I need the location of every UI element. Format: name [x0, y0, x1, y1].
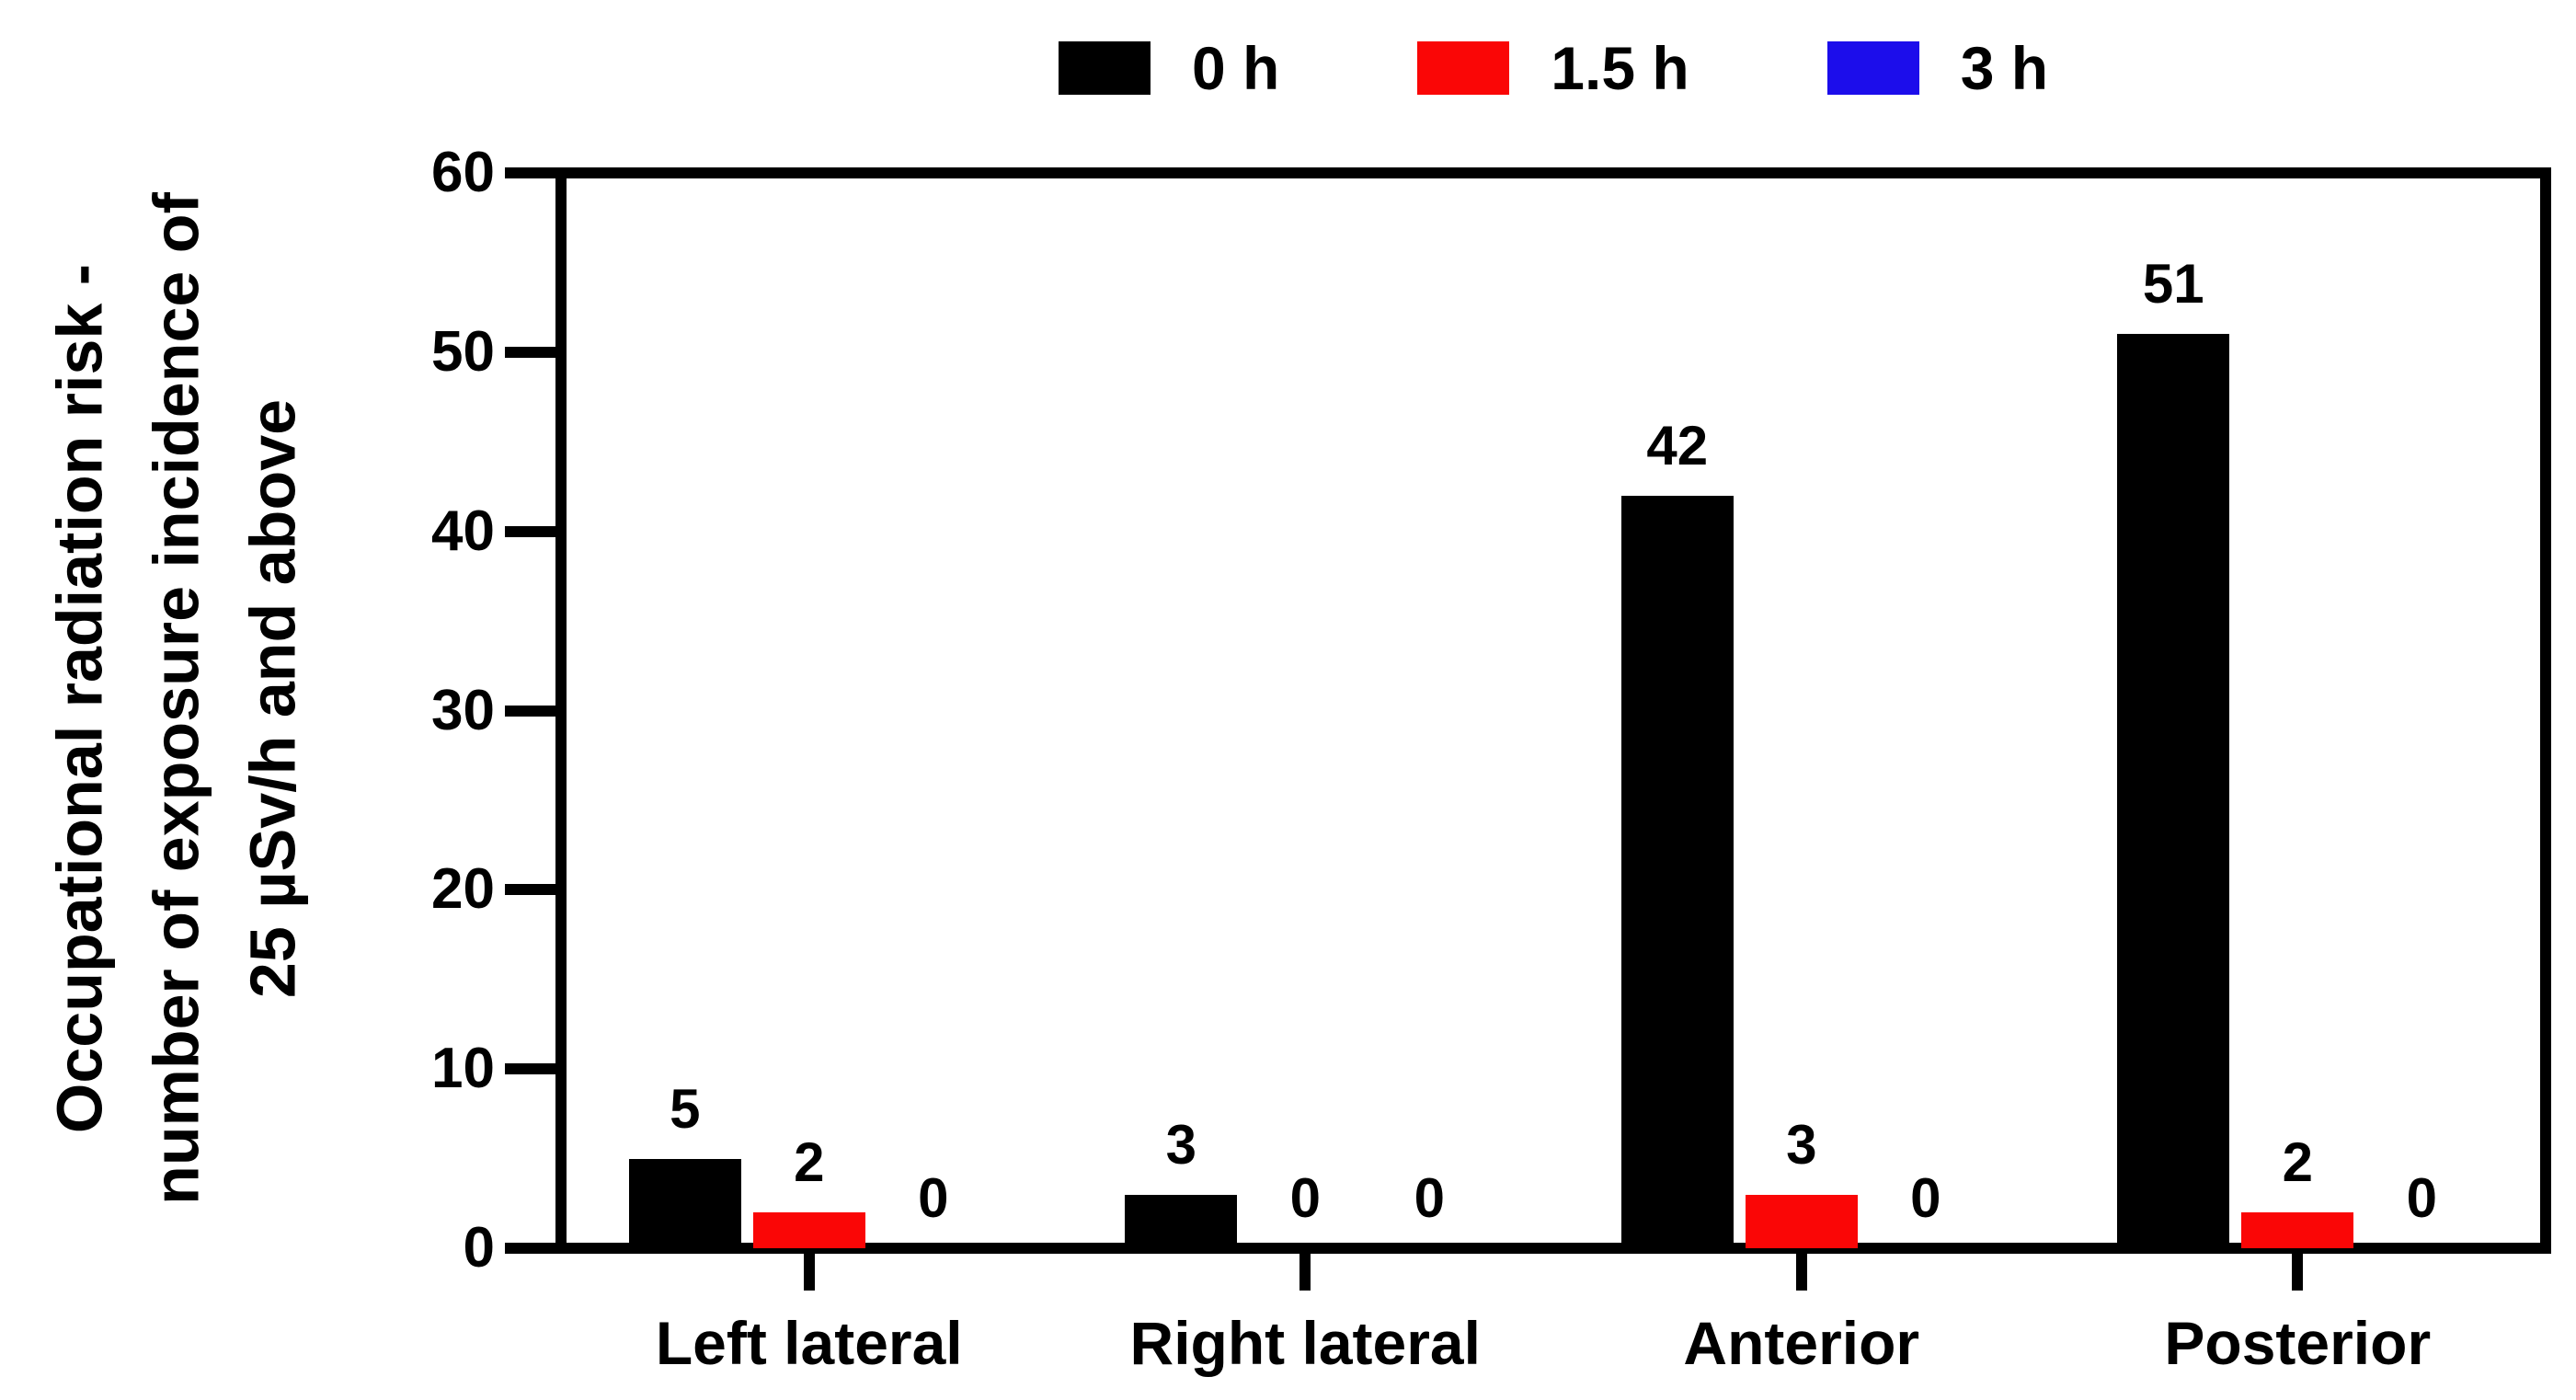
bar-value-label: 2 — [2282, 1131, 2313, 1194]
y-axis-tick-label: 40 — [431, 499, 495, 563]
legend-swatch-blue-icon — [1826, 41, 1919, 95]
legend-swatch-red-icon — [1417, 41, 1510, 95]
y-axis-line — [555, 167, 567, 1254]
bar-value-label: 3 — [1165, 1113, 1196, 1176]
x-axis-tick — [2292, 1248, 2304, 1291]
bar-1.5h-left-lateral — [752, 1212, 865, 1248]
category-label: Anterior — [1683, 1309, 1920, 1377]
plot-area: 0 10 20 30 40 50 60 Left lateral 5 2 0 Right latera… — [431, 141, 2551, 1377]
x-axis-line — [555, 1243, 2551, 1254]
y-axis-tick-label: 0 — [463, 1216, 495, 1280]
bar-value-label: 0 — [2406, 1167, 2437, 1229]
y-axis-title-line-1: Occupational radiation risk - — [43, 263, 116, 1134]
legend-label: 0 h — [1191, 34, 1280, 102]
legend-label: 3 h — [1960, 34, 2049, 102]
y-axis-title-text: Occupational radiation risk - number of … — [32, 55, 322, 1343]
category-label: Left lateral — [655, 1309, 963, 1377]
y-axis-tick — [505, 1063, 555, 1075]
bar-value-label: 42 — [1646, 414, 1709, 476]
legend-item-0h: 0 h — [1058, 33, 1280, 103]
bar-0h-right-lateral — [1125, 1194, 1238, 1248]
y-axis-tick-label: 60 — [431, 141, 495, 204]
bar-0h-left-lateral — [628, 1158, 741, 1248]
category-label: Right lateral — [1129, 1309, 1481, 1377]
y-axis-tick — [505, 705, 555, 717]
chart-legend: 0 h 1.5 h 3 h — [561, 31, 2546, 105]
legend-swatch-black-icon — [1058, 41, 1151, 95]
y-axis-tick-label: 20 — [431, 857, 495, 922]
x-axis-tick — [1299, 1248, 1311, 1291]
y-axis-tick — [505, 167, 555, 178]
bar-0h-posterior — [2117, 334, 2230, 1248]
bar-value-label: 5 — [670, 1077, 701, 1140]
x-axis-tick — [1795, 1248, 1807, 1291]
bar-value-label: 0 — [1289, 1167, 1321, 1229]
x-axis-tick — [803, 1248, 815, 1291]
bar-value-label: 0 — [1910, 1167, 1941, 1229]
bar-1.5h-posterior — [2241, 1212, 2354, 1248]
bar-value-label: 3 — [1786, 1113, 1817, 1176]
bar-1.5h-anterior — [1745, 1194, 1858, 1248]
legend-item-3h: 3 h — [1826, 33, 2049, 103]
bar-0h-anterior — [1620, 495, 1734, 1248]
y-axis-tick — [505, 1243, 555, 1254]
y-axis-tick-label: 10 — [431, 1037, 495, 1101]
bar-value-label: 0 — [918, 1167, 949, 1229]
legend-label: 1.5 h — [1551, 34, 1689, 102]
bar-value-label: 2 — [794, 1131, 825, 1194]
y-axis-tick-label: 30 — [431, 678, 495, 742]
category-label: Posterior — [2164, 1309, 2432, 1377]
y-axis-tick — [505, 884, 555, 896]
bar-value-label: 0 — [1414, 1167, 1445, 1229]
bar-value-label: 51 — [2142, 253, 2204, 316]
legend-item-1-5h: 1.5 h — [1417, 33, 1689, 103]
y-axis-tick — [505, 346, 555, 358]
y-axis-tick — [505, 525, 555, 537]
plot-top-border — [555, 167, 2551, 178]
y-axis-title-line-2: number of exposure incidence of — [140, 192, 212, 1205]
y-axis-tick-label: 50 — [431, 319, 495, 384]
plot-right-border — [2540, 167, 2551, 1254]
